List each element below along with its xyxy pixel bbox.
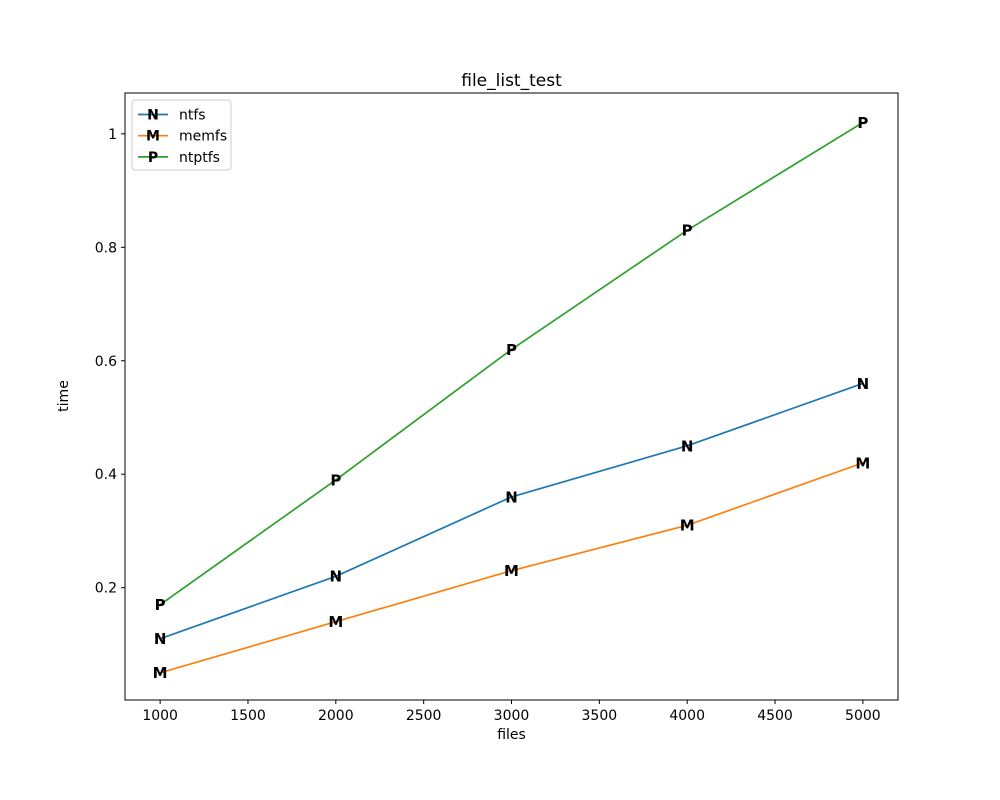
marker-ntfs: N [681,437,694,455]
y-tick-label: 0.6 [95,354,117,370]
x-tick-label: 3500 [582,708,618,724]
legend-label-memfs: memfs [179,129,227,145]
marker-ntfs: N [857,375,870,393]
series-line-memfs [159,462,864,674]
y-tick-label: 0.4 [95,467,117,483]
marker-ntptfs: P [330,471,341,489]
marker-memfs: M [855,454,870,472]
marker-memfs: M [680,517,695,535]
x-tick-label: 1500 [230,708,266,724]
x-tick-label: 4000 [669,708,705,724]
x-tick-label: 2000 [318,708,354,724]
x-axis-label: files [497,727,526,743]
marker-ntptfs: P [682,222,693,240]
marker-memfs: M [504,562,519,580]
legend-marker-ntptfs: P [148,150,158,166]
legend-box [131,99,232,171]
marker-ntfs: N [330,568,343,586]
y-tick-label: 0.2 [95,581,117,597]
x-tick-label: 3000 [494,708,530,724]
series-line-ntptfs [159,121,864,606]
x-tick-label: 5000 [845,708,881,724]
y-tick-label: 0.8 [95,240,117,256]
y-tick-label: 1 [108,127,117,143]
x-tick-label: 2500 [406,708,442,724]
marker-memfs: M [153,664,168,682]
x-tick-label: 4500 [757,708,793,724]
series-line-ntfs [159,382,864,640]
y-axis-label: time [56,380,72,412]
marker-ntptfs: P [857,114,868,132]
marker-ntfs: N [505,488,518,506]
marker-ntptfs: P [155,596,166,614]
legend-label-ntfs: ntfs [179,108,206,124]
marker-memfs: M [328,613,343,631]
x-tick-label: 1000 [142,708,178,724]
marker-ntfs: N [154,630,167,648]
plot-border [124,92,899,701]
chart-title: file_list_test [461,71,562,91]
marker-ntptfs: P [506,341,517,359]
legend-marker-memfs: M [146,129,160,145]
legend-label-ntptfs: ntptfs [179,150,220,166]
legend-marker-ntfs: N [147,108,159,124]
